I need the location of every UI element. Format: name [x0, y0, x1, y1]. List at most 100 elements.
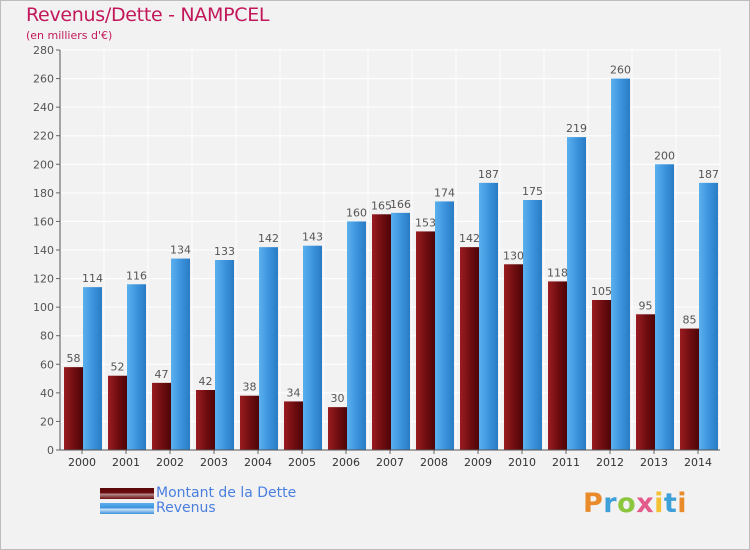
- bar-debt: [592, 300, 611, 450]
- bar-debt: [504, 264, 523, 450]
- data-label-debt: 118: [547, 266, 568, 279]
- y-tick-label: 80: [40, 330, 54, 343]
- data-label-revenue: 175: [522, 185, 543, 198]
- bar-debt: [284, 401, 303, 450]
- bar-revenue: [171, 258, 190, 450]
- bar-revenue: [567, 137, 586, 450]
- legend-swatch-debt: [100, 488, 154, 499]
- x-tick-label: 2008: [420, 456, 448, 469]
- data-label-revenue: 219: [566, 122, 587, 135]
- x-tick-label: 2013: [640, 456, 668, 469]
- data-label-debt: 30: [331, 392, 345, 405]
- x-tick-label: 2011: [552, 456, 580, 469]
- y-tick-label: 40: [40, 387, 54, 400]
- legend-label-revenue: Revenus: [156, 500, 216, 516]
- data-label-revenue: 116: [126, 269, 147, 282]
- y-tick-label: 140: [33, 244, 54, 257]
- x-tick-label: 2010: [508, 456, 536, 469]
- bar-debt: [64, 367, 83, 450]
- chart-subtitle: (en milliers d'€): [26, 29, 113, 42]
- data-label-revenue: 187: [478, 168, 499, 181]
- bar-debt: [152, 382, 171, 450]
- x-tick-label: 2001: [112, 456, 140, 469]
- data-label-debt: 165: [371, 199, 392, 212]
- y-tick-label: 20: [40, 415, 54, 428]
- data-label-debt: 58: [67, 352, 81, 365]
- bar-debt: [460, 247, 479, 450]
- y-tick-label: 160: [33, 215, 54, 228]
- data-label-debt: 47: [155, 368, 169, 381]
- data-label-debt: 130: [503, 249, 524, 262]
- legend-swatch-revenue: [100, 503, 154, 514]
- y-tick-label: 100: [33, 301, 54, 314]
- bar-debt: [372, 214, 391, 450]
- bar-revenue: [479, 182, 498, 450]
- y-tick-label: 220: [33, 130, 54, 143]
- y-tick-label: 180: [33, 187, 54, 200]
- bar-debt: [636, 314, 655, 450]
- data-label-debt: 142: [459, 232, 480, 245]
- data-label-debt: 38: [243, 381, 257, 394]
- data-label-debt: 95: [639, 299, 653, 312]
- y-tick-label: 260: [33, 73, 54, 86]
- x-tick-label: 2014: [684, 456, 712, 469]
- bar-debt: [108, 375, 127, 450]
- data-label-debt: 105: [591, 285, 612, 298]
- bar-debt: [240, 395, 259, 450]
- y-tick-label: 280: [33, 44, 54, 57]
- logo-letter: o: [617, 488, 637, 519]
- data-label-debt: 34: [287, 386, 301, 399]
- bar-debt: [328, 407, 347, 450]
- logo-letter: x: [636, 488, 655, 519]
- y-tick-label: 120: [33, 273, 54, 286]
- data-label-revenue: 200: [654, 149, 675, 162]
- data-label-debt: 52: [111, 361, 125, 374]
- data-label-debt: 153: [415, 216, 436, 229]
- bar-revenue: [347, 221, 366, 450]
- data-label-revenue: 133: [214, 245, 235, 258]
- bar-revenue: [303, 245, 322, 450]
- bar-revenue: [699, 182, 718, 450]
- data-label-revenue: 134: [170, 244, 191, 257]
- y-tick-label: 0: [47, 444, 54, 457]
- data-label-revenue: 174: [434, 186, 455, 199]
- logo-letter: i: [654, 488, 664, 519]
- y-tick-label: 200: [33, 158, 54, 171]
- logo-letter: r: [603, 488, 618, 519]
- data-label-revenue: 142: [258, 232, 279, 245]
- data-label-debt: 42: [199, 375, 213, 388]
- logo-letter: i: [677, 488, 688, 519]
- chart-title: Revenus/Dette - NAMPCEL: [26, 4, 270, 26]
- x-tick-label: 2012: [596, 456, 624, 469]
- bar-revenue: [215, 260, 234, 450]
- bar-debt: [548, 281, 567, 450]
- x-tick-label: 2007: [376, 456, 404, 469]
- bar-revenue: [611, 78, 630, 451]
- data-label-revenue: 187: [698, 168, 719, 181]
- x-tick-label: 2005: [288, 456, 316, 469]
- bar-revenue: [523, 200, 542, 450]
- data-label-revenue: 166: [390, 198, 411, 211]
- x-tick-label: 2000: [68, 456, 96, 469]
- y-tick-label: 60: [40, 358, 54, 371]
- data-label-revenue: 160: [346, 206, 367, 219]
- bar-debt: [680, 328, 699, 450]
- bar-revenue: [435, 201, 454, 450]
- bar-revenue: [655, 164, 674, 451]
- data-label-revenue: 114: [82, 272, 103, 285]
- bar-revenue: [83, 287, 102, 450]
- bar-debt: [416, 231, 435, 450]
- bar-revenue: [391, 212, 410, 450]
- x-tick-label: 2003: [200, 456, 228, 469]
- data-label-revenue: 143: [302, 231, 323, 244]
- x-tick-label: 2004: [244, 456, 272, 469]
- x-tick-label: 2009: [464, 456, 492, 469]
- legend-label-debt: Montant de la Dette: [156, 485, 297, 501]
- proxiti-logo: Proxiti: [583, 488, 687, 519]
- logo-letter: P: [583, 488, 604, 519]
- bar-revenue: [127, 284, 146, 450]
- x-tick-label: 2002: [156, 456, 184, 469]
- data-label-debt: 85: [683, 314, 697, 327]
- bar-revenue: [259, 247, 278, 450]
